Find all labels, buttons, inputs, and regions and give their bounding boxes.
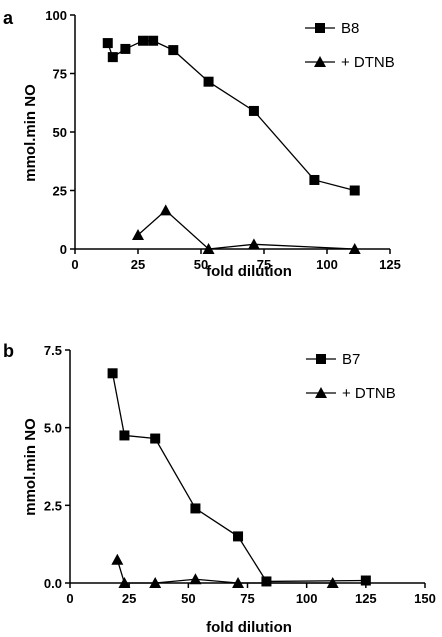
x-tick-label: 0: [66, 591, 73, 606]
legend-marker: [315, 23, 325, 33]
data-point: [202, 243, 215, 254]
y-axis-title: mmol.min NO: [22, 84, 39, 182]
data-point: [111, 553, 124, 565]
series-line: [137, 209, 355, 250]
y-tick-label: 100: [45, 8, 67, 23]
legend-label: B7: [342, 351, 360, 368]
legend-label: + DTNB: [342, 385, 396, 402]
data-point: [118, 577, 131, 588]
y-tick-label: 0.0: [44, 576, 62, 591]
y-tick-label: 25: [53, 184, 67, 199]
y-axis-title: mmol.min NO: [22, 418, 39, 516]
data-point: [150, 433, 161, 444]
data-point: [107, 368, 118, 379]
x-tick-label: 50: [194, 257, 208, 272]
y-tick-label: 5.0: [44, 421, 62, 436]
data-point: [360, 575, 371, 586]
plot-area: 0.0 2.5 5.0 7.5 0 25 50 75 100 125 150 B7 + DTNB: [44, 343, 436, 606]
panel-a: a mmol.min NO fold dilution 0 25 50 75 100 0 2…: [3, 8, 401, 280]
x-tick-label: 125: [355, 591, 377, 606]
legend-marker: [316, 354, 326, 364]
y-tick-label: 50: [53, 125, 67, 140]
data-point: [148, 35, 159, 46]
legend-marker: [315, 387, 327, 398]
data-point: [248, 105, 259, 116]
panel-b: b mmol.min NO fold dilution 0.0 2.5 5.0 7.5…: [3, 341, 436, 636]
legend-marker: [314, 56, 326, 67]
data-point: [138, 35, 149, 46]
x-axis-title: fold dilution: [206, 619, 292, 636]
x-tick-label: 75: [240, 591, 254, 606]
y-tick-label: 2.5: [44, 498, 62, 513]
x-tick-label: 25: [122, 591, 136, 606]
x-tick-label: 150: [414, 591, 436, 606]
data-point: [348, 243, 361, 254]
panel-letter: b: [3, 341, 14, 361]
x-tick-label: 75: [257, 257, 271, 272]
data-point: [119, 430, 130, 441]
data-point: [349, 185, 360, 196]
x-tick-label: 0: [71, 257, 78, 272]
data-point: [168, 45, 179, 56]
data-point: [309, 174, 320, 185]
x-tick-label: 25: [131, 257, 145, 272]
panel-letter: a: [3, 8, 14, 28]
data-point: [149, 577, 162, 588]
x-tick-label: 125: [379, 257, 401, 272]
x-tick-label: 100: [316, 257, 338, 272]
legend-label: B8: [341, 20, 359, 37]
data-point: [190, 503, 201, 514]
data-point: [232, 577, 245, 588]
y-tick-label: 0: [60, 242, 67, 257]
data-point: [247, 238, 260, 250]
series-line: [107, 40, 355, 192]
data-point: [120, 43, 131, 54]
x-tick-label: 100: [296, 591, 318, 606]
y-tick-label: 7.5: [44, 343, 62, 358]
data-point: [189, 573, 202, 585]
data-point: [233, 531, 244, 542]
series-line: [116, 559, 333, 584]
x-axis-title: fold dilution: [206, 263, 292, 280]
data-point: [261, 576, 272, 587]
data-point: [107, 52, 118, 63]
plot-area: 0 25 50 75 100 0 25 50 75 100 125 B8 + DTNB: [45, 8, 401, 272]
data-point: [159, 204, 172, 216]
x-tick-label: 50: [181, 591, 195, 606]
data-point: [132, 228, 144, 240]
data-point: [203, 76, 214, 87]
legend-label: + DTNB: [341, 54, 395, 71]
y-tick-label: 75: [53, 67, 67, 82]
series-line: [111, 373, 366, 583]
data-point: [326, 577, 339, 588]
data-point: [102, 38, 113, 49]
